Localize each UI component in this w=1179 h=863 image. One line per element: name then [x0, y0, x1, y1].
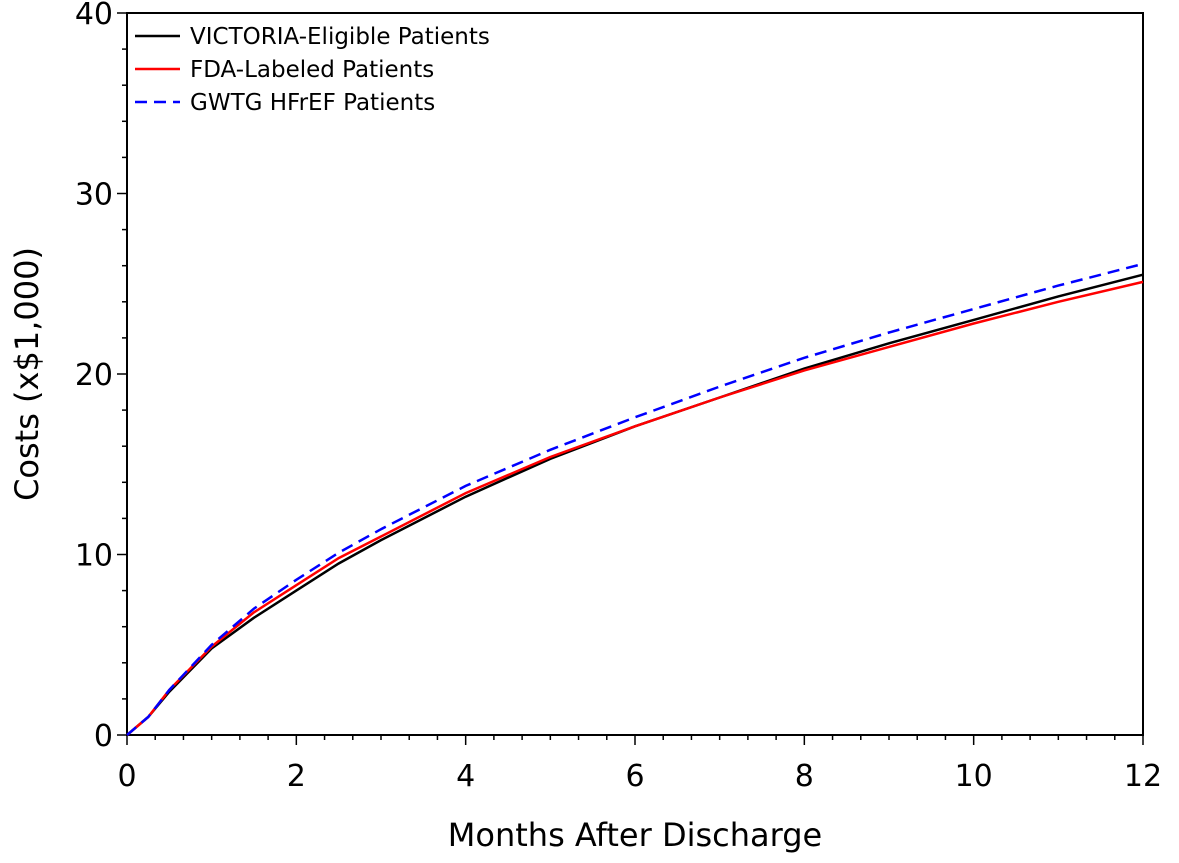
series-line-2 — [126, 280, 1144, 736]
y-tick-label: 10 — [75, 539, 113, 574]
legend-label: VICTORIA-Eligible Patients — [190, 24, 490, 50]
x-axis: 0 2 4 6 8 10 12 — [117, 735, 1162, 794]
x-tick-label: 0 — [117, 759, 136, 794]
x-axis-label: Months After Discharge — [448, 816, 822, 854]
x-tick-label: 4 — [456, 759, 475, 794]
x-tick-label: 8 — [795, 759, 814, 794]
y-tick-label: 20 — [75, 358, 113, 393]
y-tick-label: 40 — [75, 0, 113, 32]
x-tick-label: 10 — [955, 759, 993, 794]
x-tick-label: 2 — [287, 759, 306, 794]
legend: VICTORIA-Eligible Patients FDA-Labeled Pa… — [135, 24, 490, 116]
plot-frame — [126, 12, 1144, 736]
legend-label: FDA-Labeled Patients — [190, 57, 434, 83]
series-line-3 — [126, 262, 1144, 736]
x-tick-label: 12 — [1124, 759, 1162, 794]
y-axis: 0 10 20 30 40 — [75, 0, 127, 754]
series-line-1 — [126, 273, 1144, 736]
y-axis-label: Costs (x$1,000) — [8, 247, 46, 501]
series-layer — [126, 262, 1144, 736]
y-tick-label: 0 — [94, 719, 113, 754]
legend-label: GWTG HFrEF Patients — [190, 90, 435, 116]
x-tick-label: 6 — [625, 759, 644, 794]
y-tick-label: 30 — [75, 178, 113, 213]
